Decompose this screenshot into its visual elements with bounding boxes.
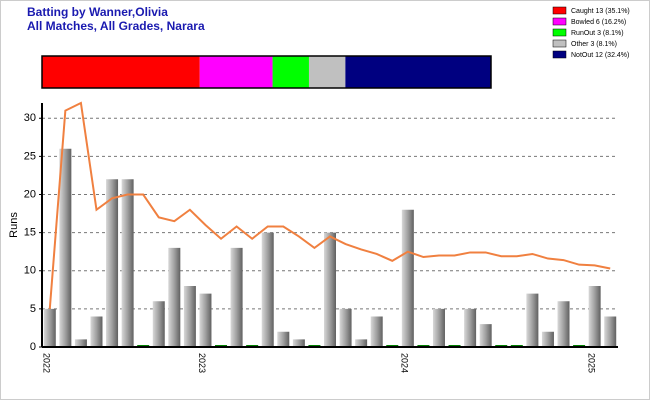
legend-swatch [552,39,567,48]
bar [277,331,290,347]
legend-label: NotOut 12 (32.4%) [571,52,629,59]
bar [401,209,414,347]
bar [355,339,368,347]
y-tick-label: 5 [30,303,36,315]
dismissal-segment [308,56,346,88]
bar [339,308,352,347]
bar [168,247,181,347]
legend-label: RunOut 3 (8.1%) [571,30,624,37]
bar [199,293,212,347]
legend-swatch [552,28,567,37]
x-tick-label: 2024 [399,353,409,373]
bar [464,308,477,347]
bar [557,301,570,347]
bar [43,308,56,347]
average-line [48,101,611,309]
y-tick-label: 25 [24,150,36,162]
bar [183,286,196,347]
bar [370,316,383,347]
bar [324,232,336,347]
legend-swatch [552,17,567,26]
legend-swatch [552,50,567,59]
bar [526,293,539,347]
y-tick-label: 20 [24,188,36,200]
bar [292,339,305,347]
y-tick-label: 30 [24,112,36,124]
legend-label: Caught 13 (35.1%) [571,8,630,15]
bar [106,179,119,347]
dismissal-segment [272,56,309,88]
bar [261,232,274,347]
bar [588,286,601,347]
bar [230,247,243,347]
bar [432,308,445,347]
bar [479,324,492,347]
legend-swatch [552,6,567,15]
y-tick-label: 10 [24,265,36,277]
x-tick-label: 2025 [586,353,596,373]
legend-label: Other 3 (8.1%) [571,41,617,48]
y-tick-label: 0 [30,341,36,353]
chart-title: Batting by Wanner,Olivia [27,5,168,19]
bar [121,179,134,347]
bar [604,316,617,347]
y-tick-label: 15 [24,227,36,239]
legend-label: Bowled 6 (16.2%) [571,19,626,26]
bar [74,339,87,347]
bar [90,316,103,347]
y-axis-label: Runs [8,212,20,238]
x-tick-label: 2022 [41,353,51,373]
dismissal-segment [345,56,491,88]
chart-subtitle: All Matches, All Grades, Narara [27,19,205,33]
bar [59,148,72,347]
dismissal-segment [42,56,200,88]
bar [541,331,554,347]
x-tick-label: 2023 [197,353,207,373]
bar [152,301,165,347]
dismissal-bar-border [41,55,492,89]
dismissal-segment [199,56,273,88]
